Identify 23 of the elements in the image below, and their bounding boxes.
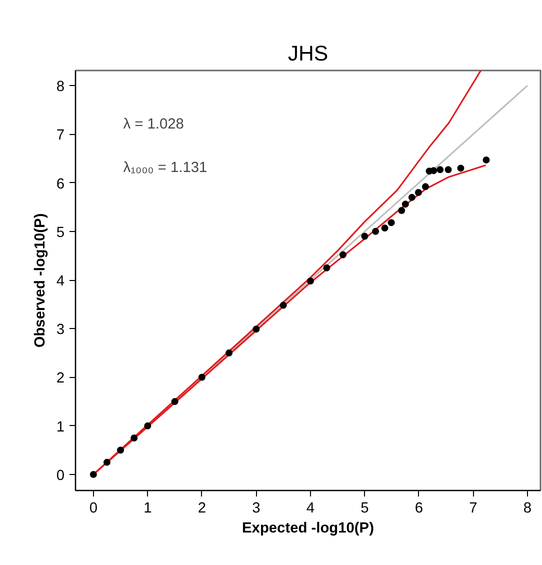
y-axis-title: Observed -log10(P) [32, 213, 48, 348]
y-tick-label: 7 [56, 128, 65, 144]
y-tick-label: 8 [56, 79, 65, 96]
x-tick-label: 3 [252, 500, 260, 516]
y-tick-label: 6 [56, 176, 65, 192]
x-tick-label: 8 [523, 500, 532, 516]
x-tick-label: 1 [144, 500, 152, 516]
y-tick-label: 4 [56, 274, 65, 290]
x-tick-label: 7 [469, 500, 478, 516]
annotation: λ = 1.028 [123, 116, 184, 132]
x-tick-label: 0 [89, 500, 98, 516]
annotation: λ₁₀₀₀ = 1.131 [123, 160, 208, 176]
y-tick-label: 1 [56, 419, 65, 436]
x-tick-label: 2 [198, 500, 206, 516]
chart-title: JHS [288, 42, 328, 66]
y-tick-label: 0 [56, 468, 65, 484]
x-tick-label: 5 [360, 500, 369, 516]
y-tick-label: 3 [56, 322, 65, 338]
x-axis-title: Expected -log10(P) [242, 520, 374, 536]
y-tick-label: 2 [56, 370, 65, 387]
x-tick-label: 6 [414, 500, 424, 516]
y-tick-label: 5 [56, 224, 65, 241]
x-tick-label: 4 [306, 500, 315, 516]
